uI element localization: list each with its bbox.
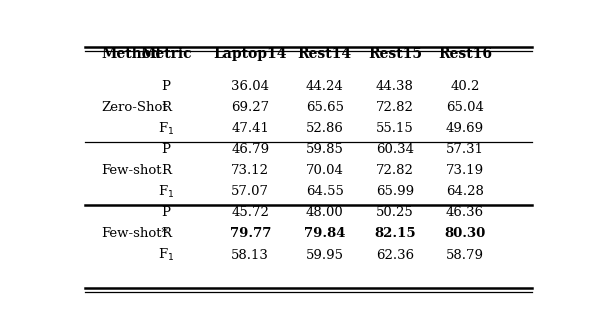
Text: 73.19: 73.19: [445, 164, 484, 177]
Text: 44.38: 44.38: [376, 80, 414, 93]
Text: 82.15: 82.15: [374, 227, 415, 240]
Text: F$_1$: F$_1$: [158, 247, 175, 263]
Text: Few-shot: Few-shot: [101, 164, 161, 177]
Text: 48.00: 48.00: [306, 206, 344, 219]
Text: 58.13: 58.13: [231, 248, 269, 262]
Text: P: P: [162, 206, 171, 219]
Text: 40.2: 40.2: [450, 80, 480, 93]
Text: Method: Method: [101, 47, 161, 61]
Text: 79.84: 79.84: [304, 227, 346, 240]
Text: 52.86: 52.86: [306, 122, 344, 135]
Text: 64.55: 64.55: [306, 185, 344, 198]
Text: Rest16: Rest16: [438, 47, 492, 61]
Text: 70.04: 70.04: [306, 164, 344, 177]
Text: 59.95: 59.95: [306, 248, 344, 262]
Text: 46.36: 46.36: [445, 206, 484, 219]
Text: 46.79: 46.79: [231, 143, 269, 156]
Text: 73.12: 73.12: [231, 164, 269, 177]
Text: P: P: [162, 143, 171, 156]
Text: 59.85: 59.85: [306, 143, 344, 156]
Text: 65.65: 65.65: [306, 101, 344, 114]
Text: 50.25: 50.25: [376, 206, 414, 219]
Text: 65.99: 65.99: [376, 185, 414, 198]
Text: 69.27: 69.27: [231, 101, 269, 114]
Text: R: R: [161, 101, 171, 114]
Text: 72.82: 72.82: [376, 101, 414, 114]
Text: Rest15: Rest15: [368, 47, 422, 61]
Text: 55.15: 55.15: [376, 122, 414, 135]
Text: 72.82: 72.82: [376, 164, 414, 177]
Text: 57.31: 57.31: [446, 143, 484, 156]
Text: Zero-Shot: Zero-Shot: [101, 101, 167, 114]
Text: 58.79: 58.79: [446, 248, 484, 262]
Text: 62.36: 62.36: [376, 248, 414, 262]
Text: Metric: Metric: [140, 47, 192, 61]
Text: 65.04: 65.04: [446, 101, 484, 114]
Text: 57.07: 57.07: [231, 185, 269, 198]
Text: R: R: [161, 227, 171, 240]
Text: P: P: [162, 80, 171, 93]
Text: Laptop14: Laptop14: [214, 47, 287, 61]
Text: Rest14: Rest14: [298, 47, 352, 61]
Text: 60.34: 60.34: [376, 143, 414, 156]
Text: 47.41: 47.41: [231, 122, 269, 135]
Text: 80.30: 80.30: [444, 227, 485, 240]
Text: F$_1$: F$_1$: [158, 184, 175, 200]
Text: F$_1$: F$_1$: [158, 121, 175, 137]
Text: Few-shot*: Few-shot*: [101, 227, 168, 240]
Text: 44.24: 44.24: [306, 80, 344, 93]
Text: 79.77: 79.77: [229, 227, 271, 240]
Text: 49.69: 49.69: [445, 122, 484, 135]
Text: R: R: [161, 164, 171, 177]
Text: 64.28: 64.28: [446, 185, 484, 198]
Text: 36.04: 36.04: [231, 80, 269, 93]
Text: 45.72: 45.72: [231, 206, 269, 219]
